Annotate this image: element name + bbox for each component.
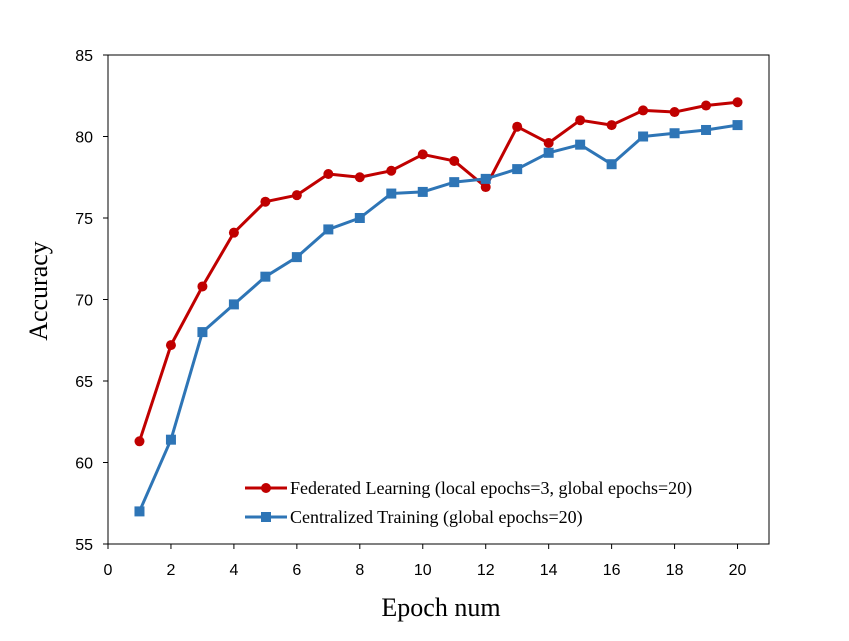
legend-item-2: Centralized Training (global epochs=20)	[245, 507, 583, 528]
data-point-marker	[354, 172, 365, 183]
legend: Federated Learning (local epochs=3, glob…	[245, 478, 692, 528]
data-point-marker	[134, 436, 145, 447]
data-point-marker	[323, 224, 334, 235]
data-point-marker	[543, 147, 554, 158]
data-point-marker	[417, 149, 428, 160]
data-point-marker	[165, 340, 176, 351]
data-point-marker	[417, 186, 428, 197]
data-point-marker	[386, 188, 397, 199]
x-tick-label: 4	[229, 562, 238, 579]
data-point-marker	[386, 165, 397, 176]
data-point-marker	[669, 128, 680, 139]
series-1	[134, 97, 743, 447]
data-point-marker	[512, 121, 523, 132]
data-point-marker	[260, 271, 271, 282]
data-point-marker	[732, 97, 743, 108]
data-point-marker	[732, 120, 743, 131]
data-point-marker	[701, 124, 712, 135]
data-point-marker	[606, 159, 617, 170]
series-2	[134, 120, 743, 517]
y-tick-label: 65	[75, 374, 93, 391]
y-tick-label: 75	[75, 211, 93, 228]
x-axis-ticks: 0 2 4 6 8 10 12 14 16 18 20	[104, 544, 747, 579]
series-line	[138, 100, 738, 442]
data-point-marker	[165, 434, 176, 445]
data-point-marker	[480, 182, 491, 193]
data-point-marker	[323, 168, 334, 179]
legend-label: Federated Learning (local epochs=3, glob…	[290, 478, 692, 499]
x-tick-label: 2	[166, 562, 175, 579]
y-tick-label: 55	[75, 537, 93, 554]
data-point-marker	[449, 155, 460, 166]
x-axis-title: Epoch num	[381, 593, 500, 622]
x-tick-label: 6	[292, 562, 301, 579]
x-tick-label: 18	[666, 562, 684, 579]
data-point-marker	[480, 173, 491, 184]
data-point-marker	[260, 196, 271, 207]
y-axis-ticks: 55 60 65 70 75 80 85	[75, 48, 108, 554]
data-point-marker	[197, 327, 208, 338]
legend-item-1: Federated Learning (local epochs=3, glob…	[245, 478, 692, 499]
data-point-marker	[575, 115, 586, 126]
y-axis-title: Accuracy	[24, 241, 53, 341]
y-tick-label: 70	[75, 293, 93, 310]
data-point-marker	[354, 213, 365, 223]
data-point-marker	[197, 281, 208, 292]
x-tick-label: 20	[729, 562, 747, 579]
legend-swatch-marker	[261, 512, 271, 522]
data-point-marker	[701, 100, 712, 111]
data-point-marker	[638, 131, 649, 142]
y-tick-label: 80	[75, 130, 93, 147]
y-tick-label: 85	[75, 48, 93, 65]
x-tick-label: 0	[104, 562, 113, 579]
y-tick-label: 60	[75, 456, 93, 473]
data-point-marker	[134, 506, 145, 517]
x-tick-label: 8	[355, 562, 364, 579]
data-point-marker	[575, 139, 586, 150]
series-line	[138, 123, 738, 513]
data-point-marker	[606, 120, 617, 131]
data-point-marker	[669, 107, 680, 118]
x-tick-label: 10	[414, 562, 432, 579]
legend-swatch-marker	[261, 483, 271, 493]
data-point-marker	[291, 252, 302, 263]
data-point-marker	[638, 105, 649, 116]
series-layer	[134, 97, 743, 517]
data-point-marker	[512, 164, 523, 175]
data-point-marker	[449, 177, 460, 188]
x-tick-label: 12	[477, 562, 495, 579]
x-tick-label: 16	[603, 562, 621, 579]
data-point-marker	[228, 299, 239, 310]
data-point-marker	[228, 227, 239, 238]
x-tick-label: 14	[540, 562, 558, 579]
data-point-marker	[543, 138, 554, 149]
legend-label: Centralized Training (global epochs=20)	[290, 507, 583, 528]
data-point-marker	[291, 190, 302, 201]
